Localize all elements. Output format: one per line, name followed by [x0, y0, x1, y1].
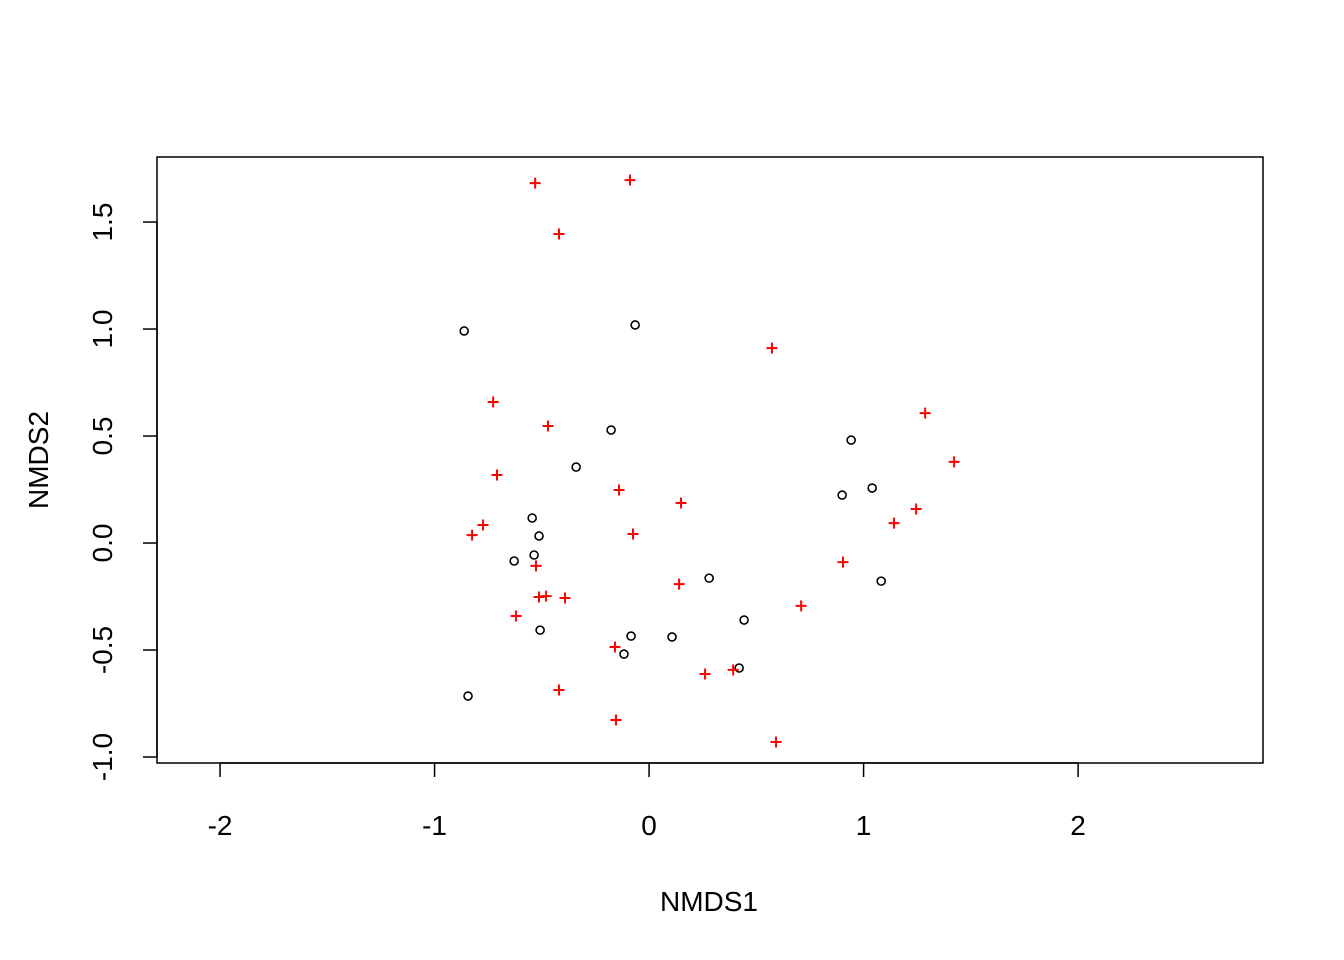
- circle-point: [626, 631, 636, 641]
- x-axis-title: NMDS1: [660, 886, 758, 917]
- circle-point: [534, 531, 544, 541]
- plus-point: [919, 407, 931, 419]
- plus-point: [699, 668, 711, 680]
- plus-point: [770, 736, 782, 748]
- circle-point: [619, 649, 629, 659]
- plus-point: [477, 519, 489, 531]
- x-tick-label: -2: [208, 810, 233, 841]
- y-axis-title: NMDS2: [23, 411, 54, 509]
- y-tick-label: 0.5: [87, 417, 118, 456]
- plus-point: [888, 517, 900, 529]
- plus-point: [487, 396, 499, 408]
- plus-point: [530, 560, 542, 572]
- y-tick-label: 1.5: [87, 203, 118, 242]
- circle-point: [867, 483, 877, 493]
- plus-point: [613, 484, 625, 496]
- plus-point: [559, 592, 571, 604]
- plus-point: [673, 578, 685, 590]
- circle-point: [535, 625, 545, 635]
- circle-point: [463, 691, 473, 701]
- plus-point: [609, 641, 621, 653]
- circle-point: [837, 490, 847, 500]
- plus-point: [795, 600, 807, 612]
- circle-point: [529, 550, 539, 560]
- plus-point: [540, 590, 552, 602]
- circle-point: [606, 425, 616, 435]
- plus-point: [553, 684, 565, 696]
- plus-point: [510, 610, 522, 622]
- plus-point: [624, 174, 636, 186]
- x-tick-label: 2: [1070, 810, 1086, 841]
- plus-point: [766, 342, 778, 354]
- y-tick-label: -0.5: [87, 626, 118, 674]
- circle-point: [509, 556, 519, 566]
- x-tick-label: 1: [856, 810, 872, 841]
- plus-point: [491, 469, 503, 481]
- plus-point: [542, 420, 554, 432]
- plus-point: [948, 456, 960, 468]
- plus-point: [727, 664, 739, 676]
- plus-point: [675, 497, 687, 509]
- circle-point: [667, 632, 677, 642]
- y-tick-label: 0.0: [87, 524, 118, 563]
- y-tick-label: 1.0: [87, 310, 118, 349]
- x-tick-label: 0: [641, 810, 657, 841]
- circle-point: [739, 615, 749, 625]
- plus-point: [466, 529, 478, 541]
- circle-point: [846, 435, 856, 445]
- plus-point: [837, 556, 849, 568]
- plus-point: [553, 228, 565, 240]
- circle-point: [704, 573, 714, 583]
- circle-point: [630, 320, 640, 330]
- plus-point: [910, 503, 922, 515]
- plus-point: [610, 714, 622, 726]
- circle-point: [876, 576, 886, 586]
- y-tick-label: -1.0: [87, 733, 118, 781]
- plot-frame: [156, 156, 1264, 764]
- circle-point: [459, 326, 469, 336]
- circle-point: [527, 513, 537, 523]
- plus-point: [627, 528, 639, 540]
- circle-point: [571, 462, 581, 472]
- plus-point: [529, 177, 541, 189]
- x-tick-label: -1: [422, 810, 447, 841]
- circle-point: [734, 663, 744, 673]
